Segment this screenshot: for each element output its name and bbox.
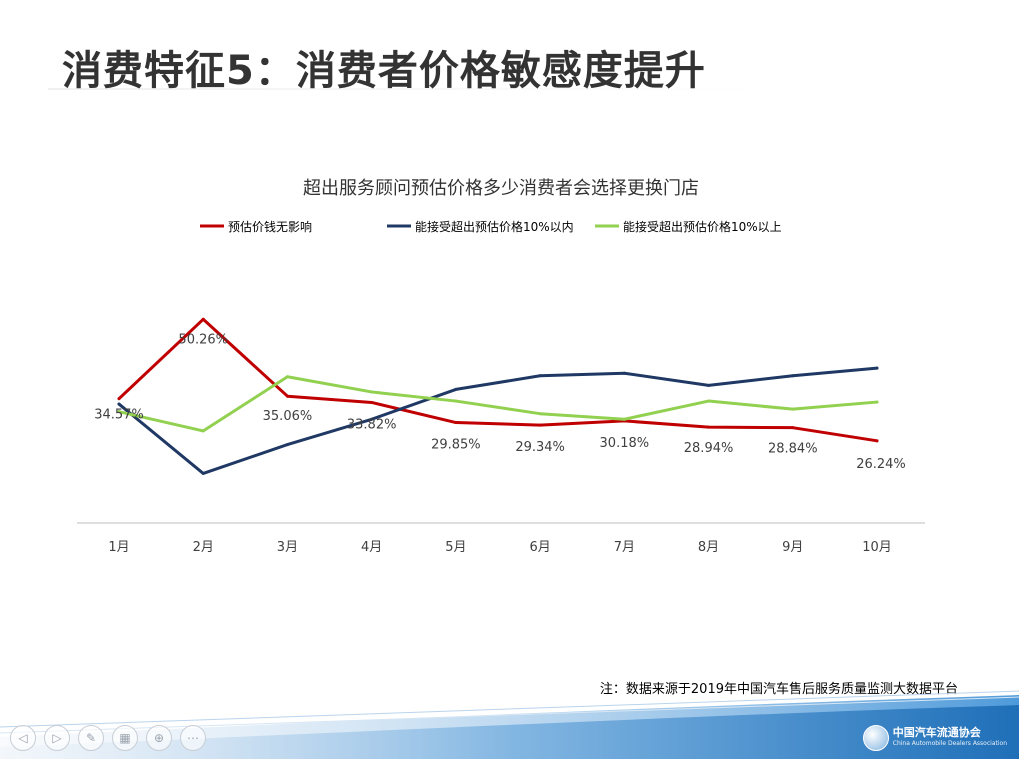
series-point-2 [285,375,289,379]
source-footnote: 注：数据来源于2019年中国汽车售后服务质量监测大数据平台 [599,682,958,697]
series-point-0 [370,400,374,404]
zoom-icon[interactable]: ⊕ [146,725,172,751]
data-label: 26.24% [856,457,906,472]
data-label: 29.85% [431,438,481,453]
legend-label: 能接受超出预估价格10%以上 [623,219,782,234]
series-point-1 [791,374,795,378]
x-tick-label: 4月 [361,540,382,555]
cada-logo-icon [862,725,889,751]
slides-icon[interactable]: ▦ [112,725,138,751]
series-point-1 [454,387,458,391]
series-point-1 [875,366,879,370]
footer-wave-decoration [0,690,1019,759]
footer-band: ◁ ▷ ✎ ▦ ⊕ ⋯ 中国汽车流通协会 China Automobile De… [0,687,1019,759]
series-point-0 [707,425,711,429]
more-icon[interactable]: ⋯ [180,725,206,751]
series-point-1 [370,417,374,421]
x-tick-label: 1月 [108,540,129,555]
data-label: 29.34% [515,440,565,455]
series-line-2 [117,375,879,433]
series-point-0 [117,397,121,401]
data-label: 30.18% [600,436,650,451]
series-point-2 [707,399,711,403]
legend-label: 能接受超出预估价格10%以内 [415,219,574,234]
series-point-1 [538,374,542,378]
logo-name-cn: 中国汽车流通协会 [892,726,981,739]
series-point-2 [370,390,374,394]
series-point-2 [538,412,542,416]
data-label: 35.06% [263,409,313,424]
series-point-0 [875,439,879,443]
series-point-2 [791,407,795,411]
x-tick-label: 10月 [862,540,892,555]
x-tick-label: 5月 [445,540,466,555]
title-underline [48,88,768,90]
data-label: 28.94% [684,441,734,456]
x-tick-label: 7月 [614,540,635,555]
series-point-1 [285,443,289,447]
chart-title: 超出服务顾问预估价格多少消费者会选择更换门店 [303,178,699,199]
next-icon[interactable]: ▷ [44,725,70,751]
data-label: 50.26% [178,332,228,347]
series-line-1 [117,366,879,475]
series-point-0 [791,426,795,430]
series-point-2 [622,417,626,421]
series-point-2 [875,400,879,404]
cada-logo: 中国汽车流通协会 China Automobile Dealers Associ… [862,725,1007,751]
series-point-2 [117,410,121,414]
data-label: 28.84% [768,442,818,457]
pen-icon[interactable]: ✎ [78,725,104,751]
series-point-1 [117,402,121,406]
slide-title: 消费特征5：消费者价格敏感度提升 [62,48,706,94]
x-tick-label: 2月 [193,540,214,555]
x-tick-label: 6月 [529,540,550,555]
series-point-1 [707,383,711,387]
data-label: 34.57% [94,408,144,423]
prev-icon[interactable]: ◁ [10,725,36,751]
series-point-0 [454,421,458,425]
series-point-0 [201,317,205,321]
series-point-1 [622,371,626,375]
data-label: 33.82% [347,417,397,432]
series-point-0 [538,423,542,427]
series-point-2 [201,429,205,433]
legend-label: 预估价钱无影响 [228,219,312,234]
logo-name-en: China Automobile Dealers Association [892,740,1007,747]
x-tick-label: 9月 [782,540,803,555]
series-point-1 [201,471,205,475]
slideshow-controls: ◁ ▷ ✎ ▦ ⊕ ⋯ [10,725,206,751]
x-tick-label: 8月 [698,540,719,555]
x-tick-label: 3月 [277,540,298,555]
series-point-0 [285,394,289,398]
series-line-0 [117,317,879,443]
series-point-2 [454,399,458,403]
